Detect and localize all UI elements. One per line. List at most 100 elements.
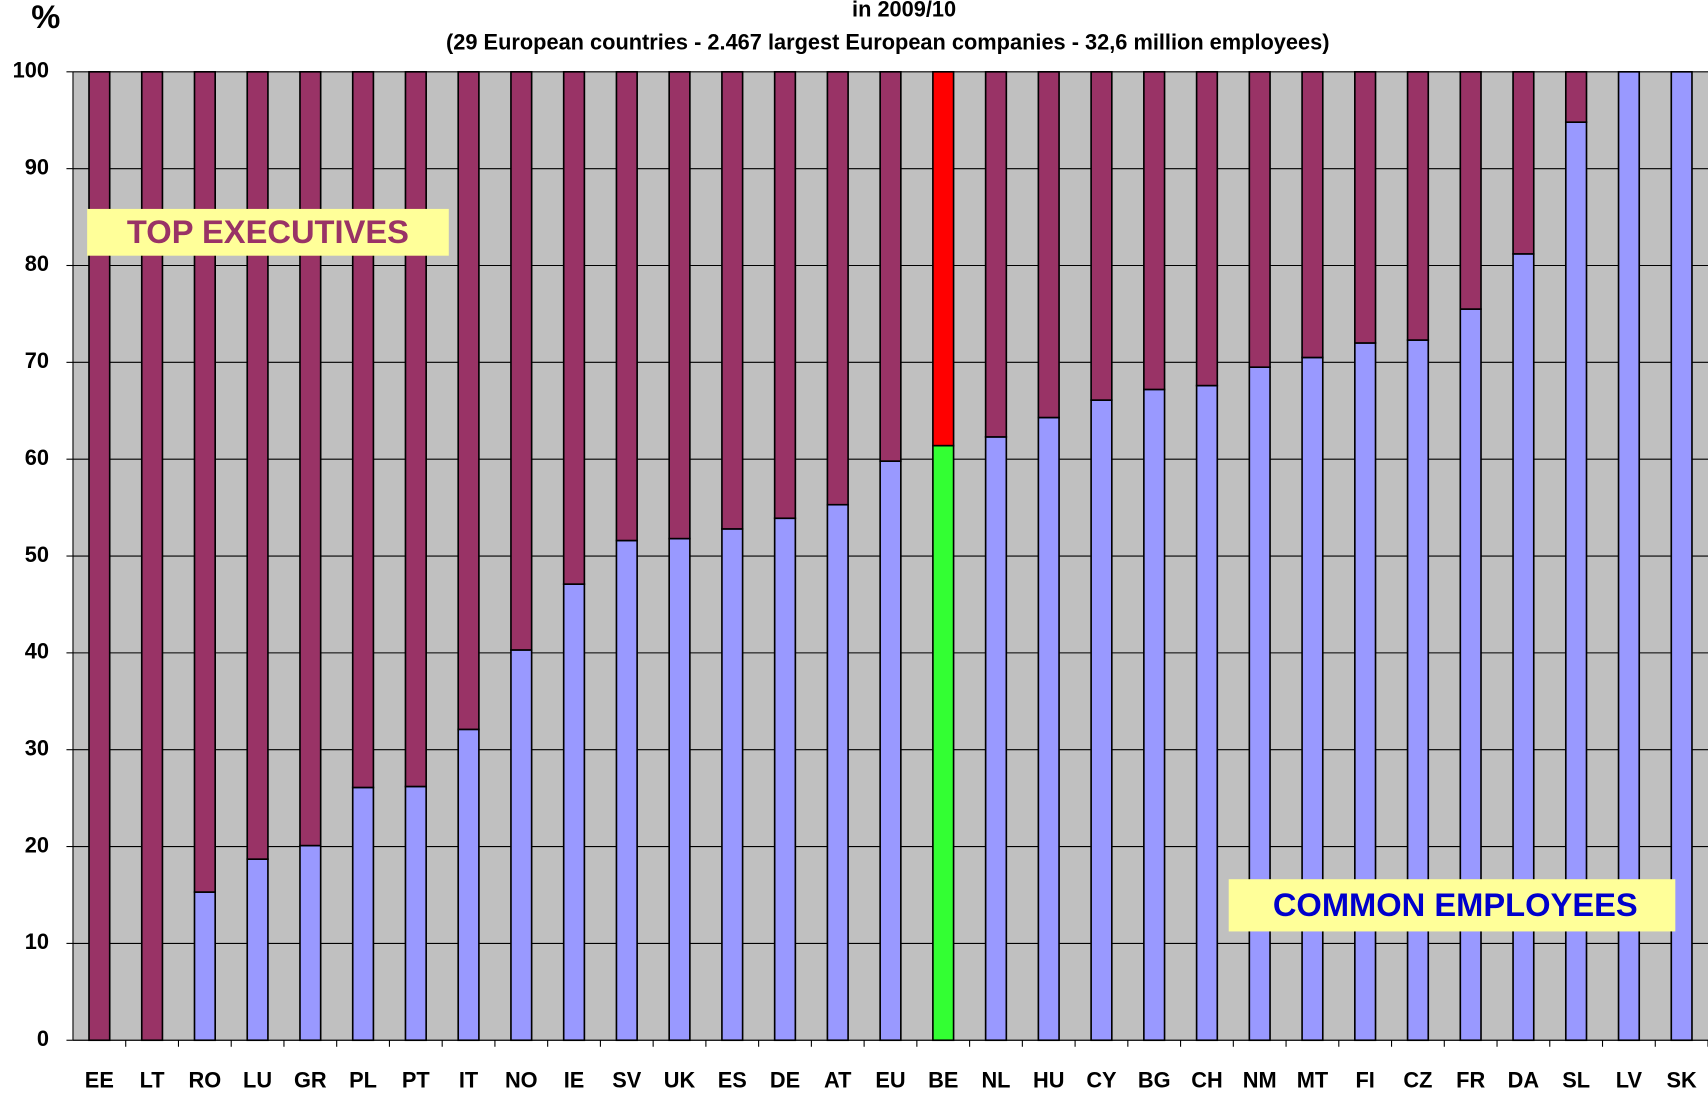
y-tick-label: 50 [25,542,49,567]
annotation-box [87,208,449,256]
bar-segment [246,70,269,860]
y-tick-label: 0 [37,1026,49,1051]
bar-segment [1090,70,1113,401]
bar-segment [351,786,375,1042]
bar-segment [984,436,1008,1042]
x-tick-label: PL [349,1067,377,1092]
x-tick-label: LV [1616,1067,1643,1092]
bar-segment [879,70,902,462]
x-tick-label: CH [1191,1067,1222,1092]
bar-segment [721,528,744,1042]
bar-segment [879,460,902,1042]
bar-segment [246,858,269,1042]
bar-segment [1459,70,1482,310]
y-tick-label: 70 [25,348,49,373]
x-tick-label: SV [612,1067,642,1092]
y-tick-label: 60 [25,445,49,470]
bar-segment [984,70,1008,438]
bar-segment [721,70,744,530]
bar-segment [1354,70,1377,344]
bar-segment [562,70,586,585]
x-tick-label: ES [718,1067,747,1092]
y-tick-label: 90 [25,154,49,179]
y-tick-label: 40 [25,639,49,664]
x-tick-label: SL [1562,1067,1590,1092]
bar-segment [1406,70,1430,341]
x-tick-label: CZ [1403,1067,1432,1092]
bar-segment [1248,70,1271,369]
bar-segment [773,70,797,520]
x-tick-label: IT [459,1067,479,1092]
bar-segment [1670,70,1693,1042]
bar-segment [351,70,375,789]
bar-segment [510,70,533,651]
y-tick-label: 80 [25,251,49,276]
bar-segment [457,70,480,731]
chart-title: in 2009/10 [852,0,956,22]
bar-segment [1248,366,1271,1042]
bar-segment [932,444,955,1042]
x-tick-label: FI [1355,1067,1374,1092]
x-tick-label: MT [1297,1067,1329,1092]
x-tick-label: SK [1666,1067,1697,1092]
bar-segment [1195,384,1219,1042]
bar-segment [1512,70,1535,255]
y-tick-label: 10 [25,929,49,954]
y-tick-label: 20 [25,832,49,857]
bar-segment [615,70,638,542]
bar-segment [932,70,955,447]
x-tick-label: LU [243,1067,272,1092]
x-tick-label: FR [1456,1067,1485,1092]
y-tick-label: 100 [13,58,49,83]
x-tick-label: PT [402,1067,431,1092]
bar-segment [510,649,533,1042]
bar-segment [826,70,849,506]
x-tick-label: BE [928,1067,958,1092]
x-tick-label: AT [824,1067,852,1092]
bar-segment [773,517,797,1042]
bar-segment [299,844,322,1042]
y-tick-label: 30 [25,735,49,760]
bar-segment [457,728,480,1042]
bar-segment [299,70,322,847]
x-tick-label: RO [189,1067,222,1092]
x-tick-label: DA [1508,1067,1540,1092]
x-tick-label: DE [770,1067,800,1092]
series-label: COMMON EMPLOYEES [1273,886,1638,923]
bar-segment [193,891,217,1042]
bar-segment [826,503,849,1042]
y-axis-label: % [31,0,60,35]
x-tick-label: GR [294,1067,327,1092]
chart-subtitle: (29 European countries - 2.467 largest E… [446,29,1329,54]
bar-segment [1037,70,1060,419]
annotation-box [1228,879,1676,932]
x-tick-label: NL [981,1067,1010,1092]
bar-segment [1406,339,1430,1042]
x-tick-label: UK [664,1067,696,1092]
bar-segment [1301,70,1324,359]
x-tick-label: NM [1243,1067,1277,1092]
bar-segment [1143,388,1166,1042]
x-tick-label: IE [564,1067,585,1092]
bar-segment [668,537,691,1042]
bar-segment [1143,70,1166,391]
x-tick-label: CY [1086,1067,1117,1092]
x-tick-label: EE [85,1067,114,1092]
bar-segment [668,70,691,540]
bar-segment [193,70,217,893]
x-tick-label: BG [1138,1067,1171,1092]
x-tick-label: HU [1033,1067,1064,1092]
bar-segment [1564,70,1588,123]
bar-segment [404,70,427,788]
bar-segment [1301,356,1324,1042]
bar-segment [88,70,111,1042]
bar-segment [140,70,164,1042]
bar-segment [1195,70,1219,387]
series-label: TOP EXECUTIVES [127,213,409,250]
bar-segment [562,583,586,1042]
bar-segment [1617,70,1641,1042]
x-tick-label: NO [505,1067,538,1092]
bar-segment [1354,342,1377,1042]
bar-segment [1037,416,1060,1042]
